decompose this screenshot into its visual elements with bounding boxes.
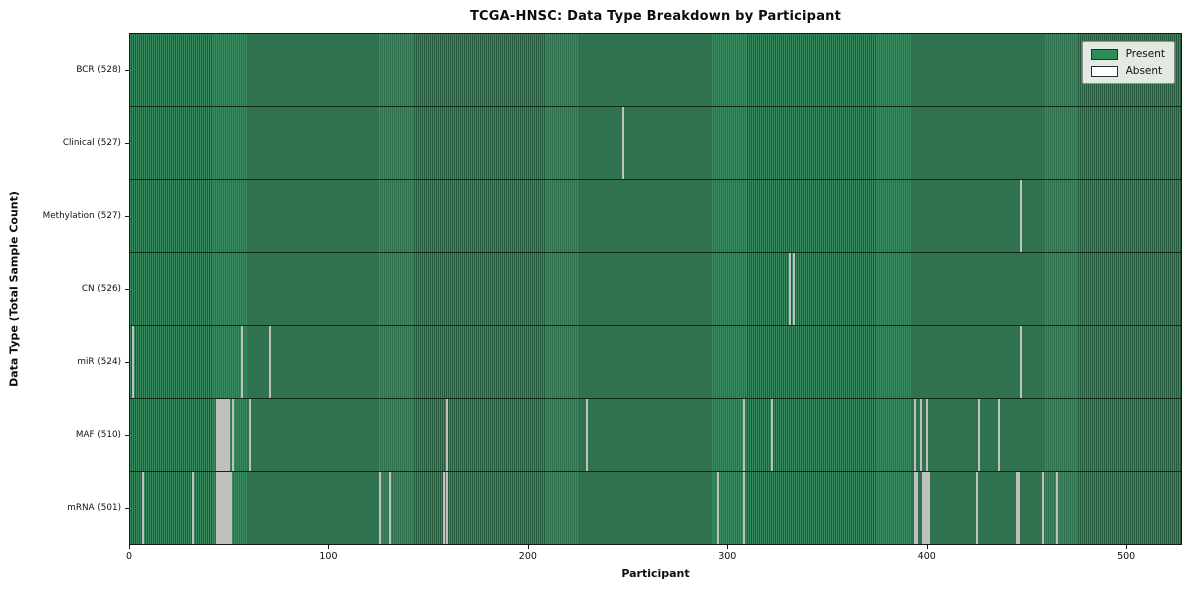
absent-stripe [926, 472, 929, 544]
y-tick [125, 289, 129, 290]
absent-stripe [388, 472, 391, 544]
legend: Present Absent [1081, 41, 1175, 84]
heatmap-row-CN [130, 253, 1181, 326]
x-tick [1126, 545, 1128, 549]
absent-stripe [717, 472, 720, 544]
absent-stripe [227, 399, 230, 471]
absent-stripe [922, 472, 925, 544]
heatmap-row-Clinical [130, 107, 1181, 180]
absent-stripe [249, 399, 252, 471]
absent-stripe [621, 107, 624, 179]
x-tick [328, 545, 330, 549]
y-tick-label-mRNA: mRNA (501) [67, 503, 121, 514]
y-tick [125, 362, 129, 364]
x-tick-label: 300 [718, 551, 737, 562]
absent-stripe [225, 399, 228, 471]
heatmap-row-Methylation [130, 180, 1181, 253]
chart-title: TCGA-HNSC: Data Type Breakdown by Partic… [469, 9, 842, 24]
absent-stripe [141, 472, 144, 544]
legend-absent-label: Absent [1125, 65, 1163, 77]
heatmap-row-mRNA [130, 472, 1181, 544]
absent-stripe [743, 399, 746, 471]
absent-stripe [975, 472, 978, 544]
absent-stripe [977, 399, 980, 471]
absent-stripe [926, 399, 929, 471]
absent-stripe [743, 472, 746, 544]
absent-stripe [928, 472, 931, 544]
y-tick-label-CN: CN (526) [81, 284, 121, 294]
absent-stripe [914, 472, 917, 544]
absent-stripe [229, 472, 232, 544]
y-tick [125, 508, 129, 510]
y-tick-label-BCR: BCR (528) [76, 64, 121, 75]
y-tick [125, 435, 129, 437]
x-tick [129, 545, 130, 549]
heatmap-row-miR [130, 326, 1181, 399]
absent-stripe [1017, 472, 1020, 544]
x-tick [727, 545, 729, 549]
legend-item-absent: Absent [1090, 65, 1165, 77]
x-tick-label: 100 [319, 551, 338, 562]
absent-stripe [231, 399, 234, 471]
heatmap-row-BCR [130, 34, 1181, 107]
absent-stripe [914, 399, 917, 471]
legend-item-present: Present [1090, 48, 1165, 60]
absent-stripe [1019, 180, 1022, 252]
x-tick [527, 545, 529, 549]
y-tick-label-MAF: MAF (510) [75, 430, 121, 441]
absent-stripe [269, 326, 272, 398]
absent-stripe [219, 399, 222, 471]
y-tick-label-Clinical: Clinical (527) [62, 137, 121, 148]
absent-stripe [792, 253, 795, 325]
absent-stripe [191, 472, 194, 544]
absent-stripe [446, 399, 449, 471]
absent-stripe [221, 472, 224, 544]
absent-stripe [770, 399, 773, 471]
present-swatch [1090, 48, 1118, 60]
absent-stripe [997, 399, 1000, 471]
absent-stripe [1055, 472, 1058, 544]
plot-area: Present Absent [129, 33, 1182, 545]
y-tick [125, 69, 129, 71]
absent-stripe [225, 472, 228, 544]
absent-stripe [585, 399, 588, 471]
absent-stripe [378, 472, 381, 544]
y-tick-label-miR: miR (524) [77, 357, 121, 368]
x-tick-label: 200 [518, 551, 537, 562]
y-tick [125, 142, 129, 144]
absent-stripe [442, 472, 445, 544]
absent-stripe [1015, 472, 1018, 544]
absent-stripe [1019, 326, 1022, 398]
heatmap-row-MAF [130, 399, 1181, 472]
absent-stripe [788, 253, 791, 325]
absent-stripe [1041, 472, 1044, 544]
absent-stripe [227, 472, 230, 544]
absent-stripe [217, 472, 220, 544]
absent-stripe [131, 326, 134, 398]
heatmap-rows [130, 34, 1181, 544]
x-tick-label: 0 [125, 551, 133, 562]
x-tick-label: 400 [917, 551, 936, 562]
absent-stripe [215, 399, 218, 471]
absent-stripe [924, 472, 927, 544]
absent-stripe [217, 399, 220, 471]
y-tick-label-Methylation: Methylation (527) [42, 210, 121, 221]
x-tick [926, 545, 928, 549]
absent-stripe [215, 472, 218, 544]
absent-stripe [446, 472, 449, 544]
absent-stripe [920, 399, 923, 471]
absent-stripe [241, 326, 244, 398]
absent-stripe [221, 399, 224, 471]
absent-stripe [223, 399, 226, 471]
x-axis-label: Participant [621, 567, 690, 580]
absent-stripe [916, 472, 919, 544]
absent-swatch [1090, 65, 1118, 77]
absent-stripe [219, 472, 222, 544]
x-tick-label: 500 [1117, 551, 1136, 562]
y-tick [125, 215, 129, 217]
legend-present-label: Present [1125, 48, 1165, 60]
absent-stripe [223, 472, 226, 544]
